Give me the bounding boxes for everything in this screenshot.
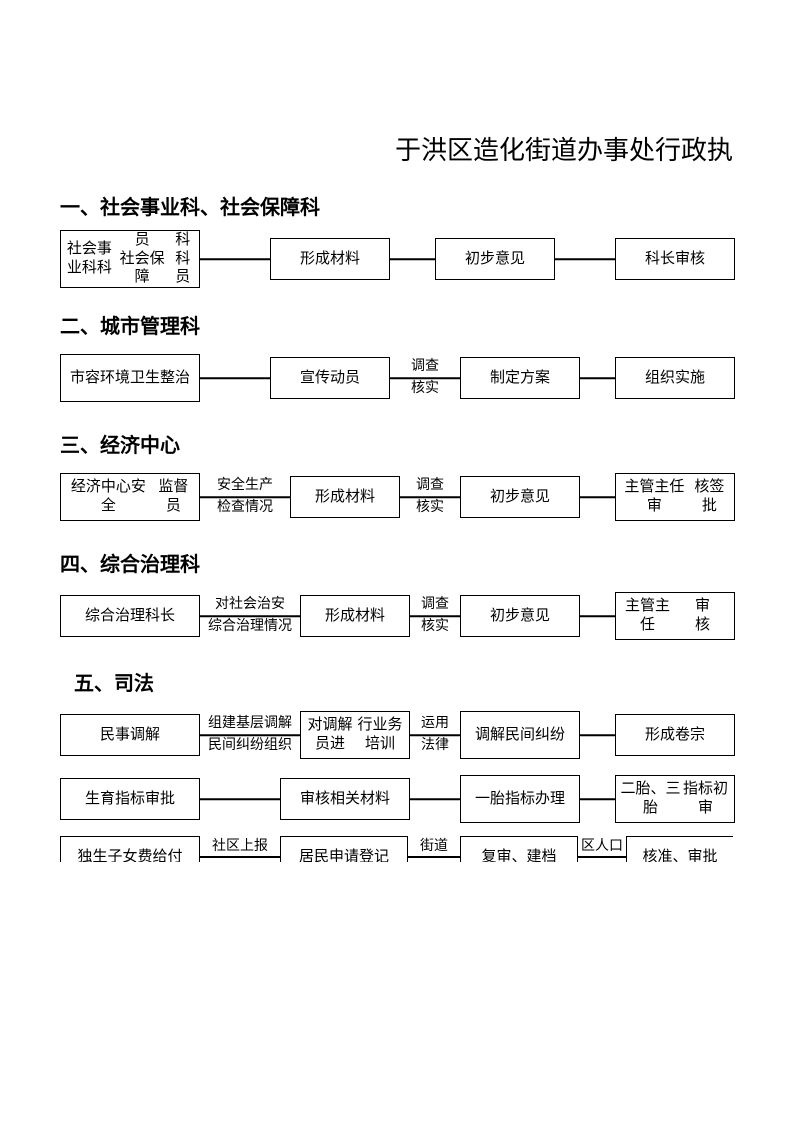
flow-node: 审核相关材料: [280, 778, 410, 820]
edge-label-top: 安全生产: [190, 477, 300, 495]
section-title: 三、经济中心: [60, 429, 733, 458]
flow-node: 组织实施: [615, 357, 735, 399]
flow-edge: [410, 615, 460, 617]
flow-node: 科长审核: [615, 238, 735, 280]
flow-node: 形成材料: [300, 595, 410, 637]
flow-node: 制定方案: [460, 357, 580, 399]
edge-label-top: 社区上报: [190, 838, 290, 856]
section-title: 二、城市管理科: [60, 310, 733, 339]
flow-edge: [200, 798, 280, 800]
flow-node: 经济中心安全监督员: [60, 473, 200, 521]
flow-node: 形成材料: [270, 238, 390, 280]
flow-edge: [410, 798, 460, 800]
flow-node: 形成卷宗: [615, 714, 735, 756]
flow-edge: [580, 377, 615, 379]
flow-edge: [555, 258, 615, 260]
flow-node: 独生子女费给付: [60, 836, 200, 862]
flow-edge: [580, 615, 615, 617]
edge-label-bottom: 民间纠纷组织: [190, 737, 310, 755]
edge-label-top: 组建基层调解: [190, 715, 310, 733]
flow-edge: [580, 496, 615, 498]
flow-node: 民事调解: [60, 714, 200, 756]
flow-edge: [408, 856, 460, 858]
flow-row: 社会事业科科员 社会保障科科员 形成材料 初步意见 科长审核: [60, 232, 733, 286]
flow-node: 核准、审批: [626, 836, 733, 862]
flow-edge: [200, 856, 280, 858]
flow-node: 综合治理科长: [60, 595, 200, 637]
edge-label-top: 对社会治安: [190, 596, 310, 614]
flow-edge: [200, 377, 270, 379]
flow-node: 对调解员进行业务培训: [300, 711, 410, 759]
flow-node: 居民申请登记: [280, 836, 408, 862]
flow-edge: [200, 258, 270, 260]
section-title: 四、综合治理科: [60, 548, 733, 577]
flow-row: 对社会治安综合治理情况调查核实综合治理科长形成材料初步意见主管主任审 核: [60, 589, 733, 643]
section-title: 五、司法: [60, 667, 733, 696]
flow-row: 生育指标审批 审核相关材料 一胎指标办理二胎、三胎指标初审: [60, 772, 733, 826]
edge-label-bottom: 检查情况: [190, 499, 300, 517]
flow-edge: [400, 496, 460, 498]
flow-node: 形成材料: [290, 476, 400, 518]
flow-edge: [580, 798, 615, 800]
flow-node: 二胎、三胎指标初审: [615, 775, 735, 823]
flow-edge: [200, 496, 290, 498]
edge-label-bottom: 核实: [390, 499, 470, 517]
flow-node: 初步意见: [460, 476, 580, 518]
edge-label-top: 调查: [390, 477, 470, 495]
flow-node: 生育指标审批: [60, 778, 200, 820]
flow-node: 主管主任审核签批: [615, 473, 735, 521]
sections-container: 一、社会事业科、社会保障科社会事业科科员 社会保障科科员形成材料初步意见科长审核…: [60, 191, 733, 862]
flow-node: 市容环境卫生整治: [60, 354, 200, 402]
flow-node: 一胎指标办理: [460, 775, 580, 823]
page-title: 于洪区造化街道办事处行政执: [60, 130, 733, 167]
flow-node: 初步意见: [435, 238, 555, 280]
flow-row: 组建基层调解民间纠纷组织运用法律民事调解对调解员进行业务培训调解民间纠纷形成卷宗: [60, 708, 733, 762]
flow-node: 宣传动员: [270, 357, 390, 399]
edge-label-bottom: 核实: [380, 380, 470, 398]
flow-row: 社区上报街道区人口独生子女费给付居民申请登记复审、建档核准、审批: [60, 836, 733, 862]
flow-edge: [580, 734, 615, 736]
flow-row: 调查核实 市容环境卫生整治 宣传动员 制定方案组织实施: [60, 351, 733, 405]
flow-edge: [390, 377, 460, 379]
flow-node: 初步意见: [460, 595, 580, 637]
flow-edge: [410, 734, 460, 736]
flow-node: 主管主任审 核: [615, 592, 735, 640]
edge-label-bottom: 综合治理情况: [190, 618, 310, 636]
flow-row: 安全生产检查情况 调查核实 经济中心安全监督员 形成材料 初步意见主管主任审核签批: [60, 470, 733, 524]
flow-node: 调解民间纠纷: [460, 711, 580, 759]
section-title: 一、社会事业科、社会保障科: [60, 191, 733, 220]
flow-edge: [200, 734, 300, 736]
flow-node: 复审、建档: [460, 836, 578, 862]
flow-edge: [200, 615, 300, 617]
flow-node: 社会事业科科员 社会保障科科员: [60, 230, 200, 288]
edge-label-top: 调查: [380, 358, 470, 376]
flow-edge: [390, 258, 435, 260]
flow-edge: [578, 856, 626, 858]
